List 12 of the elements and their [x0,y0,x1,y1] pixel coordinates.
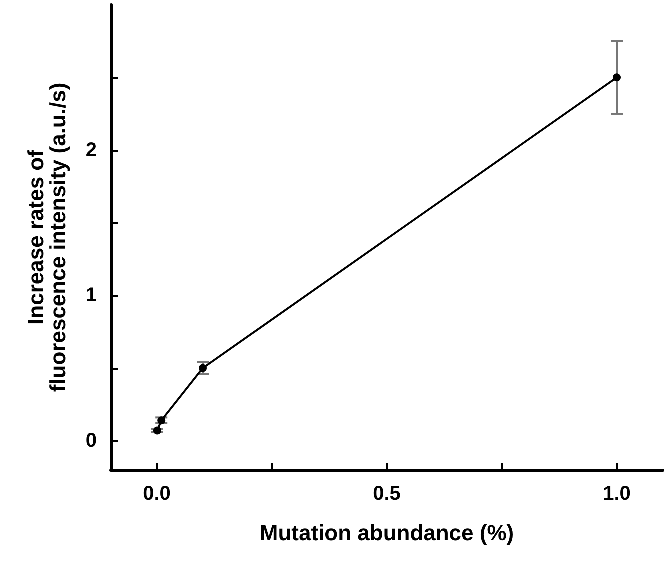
x-tick-label: 0.0 [143,483,171,505]
x-axis-title: Mutation abundance (%) [260,520,514,546]
point [153,426,162,435]
y-tick-label: 2 [86,139,97,162]
point [158,416,166,425]
y-axis-title: Increase rates of fluorescence intensity (a.u./s) [24,82,70,392]
point [199,364,207,372]
x-tick-label: 1.0 [603,483,631,505]
x-tick-label: 0.5 [373,483,401,505]
y-tick-label: 0 [86,430,97,452]
point [613,74,621,82]
y-tick-label: 1 [86,284,97,307]
